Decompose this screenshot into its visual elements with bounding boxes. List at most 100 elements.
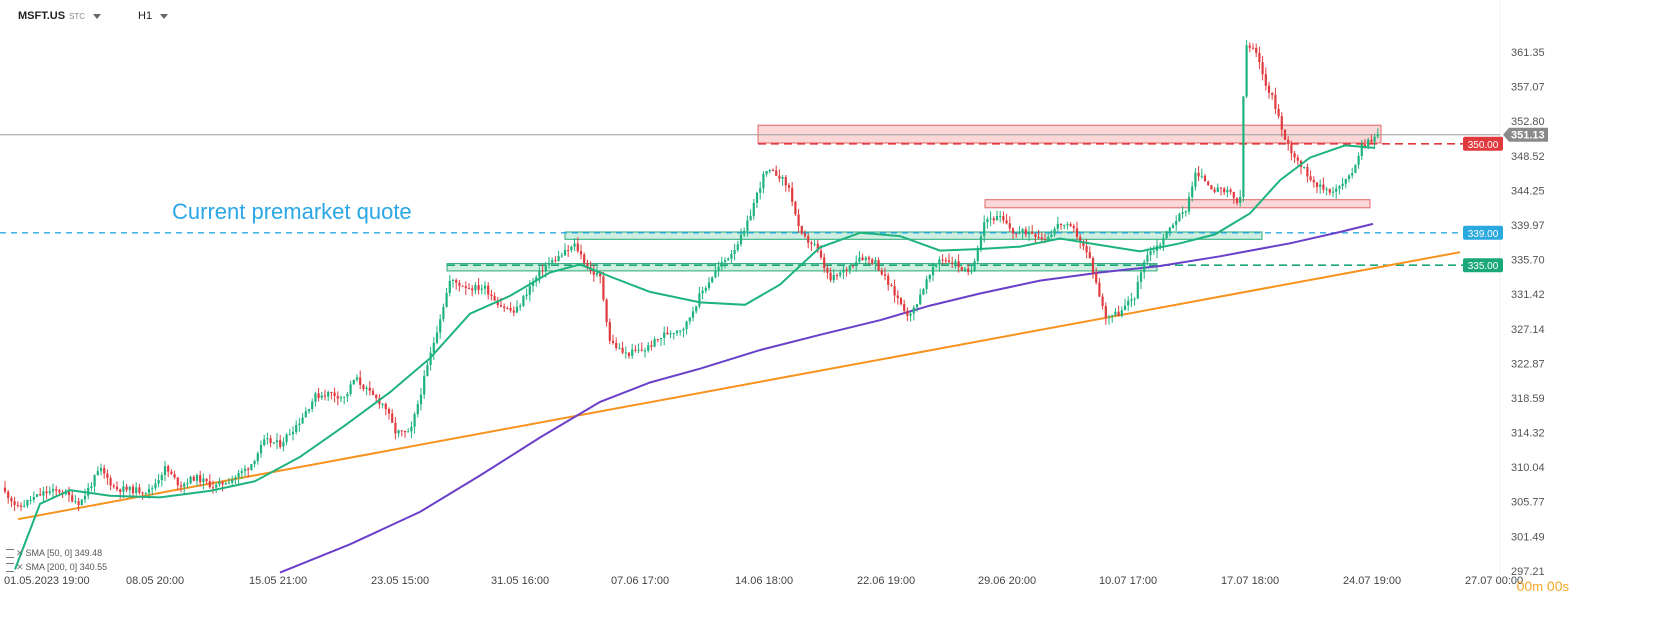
candle-body (99, 468, 103, 472)
candle-body (1165, 231, 1168, 239)
candle-body (496, 300, 499, 306)
candle-body (240, 471, 243, 473)
candle-body (560, 255, 563, 257)
y-tick-label: 335.70 (1511, 255, 1545, 267)
candle-body (1117, 311, 1120, 316)
candle-body (1351, 173, 1354, 176)
candle-body (842, 269, 845, 273)
candle-body (1159, 245, 1162, 246)
candle-body (499, 305, 503, 307)
candle-body (1043, 239, 1047, 240)
symbol-selector[interactable]: MSFT.US STC (18, 10, 102, 22)
candle-body (730, 254, 733, 259)
candle-body (1143, 261, 1146, 273)
candle-body (93, 475, 96, 487)
candle-body (1203, 175, 1207, 182)
candle-body (723, 260, 727, 263)
candle-body (413, 414, 416, 427)
menu-icon[interactable] (6, 549, 14, 559)
candle-body (285, 434, 288, 443)
candle-body (595, 272, 599, 275)
candle-body (771, 170, 775, 171)
candle-body (810, 242, 813, 244)
menu-icon[interactable] (6, 563, 14, 573)
candle-body (1056, 223, 1059, 229)
timeframe-dropdown-icon[interactable] (160, 13, 169, 19)
candle-body (541, 270, 544, 272)
candle-body (551, 260, 554, 263)
candle-body (400, 430, 403, 432)
candle-body (1085, 246, 1088, 253)
close-icon[interactable]: ✕ (16, 548, 24, 558)
trend-line (17, 251, 1461, 521)
candle-body (141, 492, 144, 494)
candle-body (813, 243, 816, 245)
candle-body (1277, 108, 1280, 117)
x-tick-label: 07.06 17:00 (611, 575, 669, 587)
candle-body (477, 285, 480, 290)
candle-body (874, 260, 877, 264)
current-price-label: 351.13 (1511, 130, 1545, 142)
candle-body (253, 461, 256, 465)
candle-body (39, 494, 42, 496)
candle-body (1136, 281, 1139, 299)
candle-body (45, 491, 48, 494)
candle-body (1258, 52, 1261, 63)
countdown-timer: 00m 00s (1517, 578, 1569, 594)
candle-body (205, 478, 208, 482)
y-tick-label: 318.59 (1511, 393, 1545, 405)
candle-body (973, 261, 976, 271)
candle-body (13, 501, 16, 505)
candle-body (624, 352, 627, 354)
candle-body (1251, 47, 1255, 49)
candle-body (1331, 191, 1335, 193)
candle-body (1181, 212, 1184, 214)
price-tag-label: 339.00 (1468, 229, 1499, 240)
candle-body (231, 479, 234, 483)
x-tick-label: 23.05 15:00 (371, 575, 429, 587)
indicator-value: 340.55 (79, 562, 108, 572)
candle-body (1328, 188, 1331, 193)
candle-body (807, 236, 810, 243)
candle-body (435, 332, 439, 343)
candle-body (925, 279, 928, 290)
candle-body (307, 409, 311, 412)
candle-body (899, 298, 903, 305)
symbol-dropdown-icon[interactable] (93, 13, 102, 19)
candle-body (416, 404, 419, 415)
candle-body (519, 305, 522, 307)
candle-body (1079, 237, 1082, 243)
candle-body (1072, 226, 1075, 229)
candle-body (727, 258, 730, 261)
candle-body (915, 304, 919, 308)
candle-body (698, 293, 701, 307)
timeframe-selector[interactable]: H1 (138, 10, 169, 22)
candle-body (1130, 299, 1133, 301)
candle-body (115, 486, 119, 490)
candle-body (1216, 187, 1219, 192)
candle-body (58, 490, 61, 493)
candle-body (544, 265, 547, 272)
candle-body (599, 272, 602, 277)
candle-body (493, 296, 496, 301)
close-icon[interactable]: ✕ (16, 562, 24, 572)
candle-body (1031, 232, 1034, 234)
candle-body (1229, 189, 1232, 192)
candle-body (909, 313, 912, 316)
candle-body (359, 377, 362, 385)
candle-body (618, 347, 621, 349)
candle-body (963, 268, 967, 271)
candle-body (339, 397, 343, 399)
y-tick-label: 305.77 (1511, 497, 1545, 509)
candle-body (35, 494, 39, 497)
candle-body (1091, 258, 1095, 273)
timer-seconds: 00 (1546, 578, 1563, 594)
candle-body (314, 393, 317, 402)
candle-body (503, 306, 506, 309)
sma200-line (279, 222, 1374, 574)
candle-body (77, 501, 80, 505)
candle-body (695, 306, 698, 312)
x-tick-label: 17.07 18:00 (1221, 575, 1279, 587)
